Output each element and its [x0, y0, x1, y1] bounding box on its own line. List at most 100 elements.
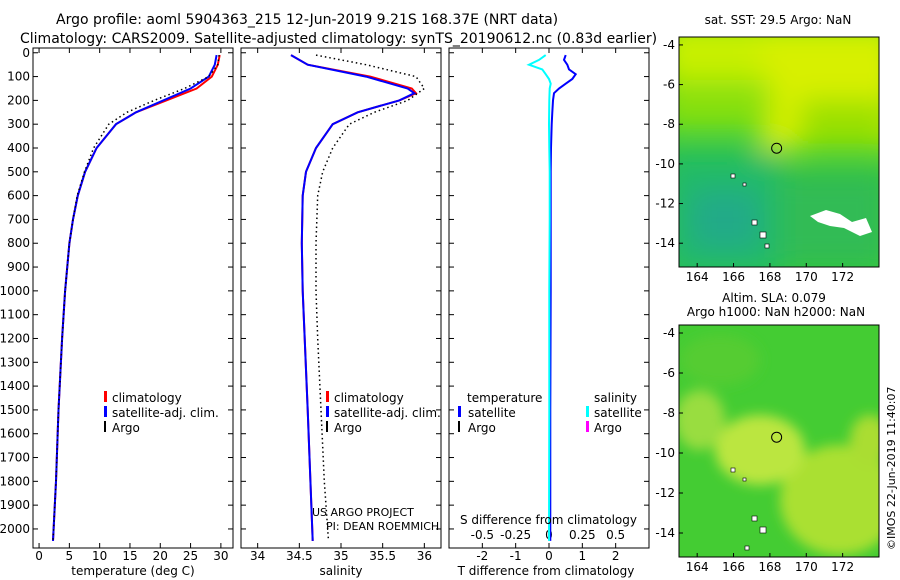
xtick-label: 35 [333, 549, 348, 563]
sst-map-frame [678, 36, 880, 268]
xtick-label: 35.5 [369, 549, 396, 563]
ytick-label: 400 [7, 141, 30, 155]
legend-label-argo: Argo [334, 421, 362, 435]
s-difference-label: S difference from climatology [460, 513, 637, 527]
series-line-s-satellite [526, 54, 552, 541]
s-diff-tick-label: 0.25 [569, 528, 596, 542]
legend-swatch-climatology [326, 391, 329, 402]
series-line-argo [315, 54, 426, 541]
map-xtick-label: 170 [795, 560, 818, 574]
ytick-label: 900 [7, 260, 30, 274]
legend-title-temperature: temperature [467, 391, 542, 405]
legend-swatch-s-argo [586, 421, 589, 432]
difference-legend: temperature satellite Argo salinity sate… [458, 391, 642, 527]
legend-swatch-climatology [104, 391, 107, 402]
legend-label-t-satellite: satellite [468, 406, 516, 420]
legend-label-satellite: satellite-adj. clim. [112, 406, 219, 420]
map-xtick-label: 172 [831, 560, 854, 574]
argo-position-marker [771, 142, 783, 154]
ytick-label: 500 [7, 165, 30, 179]
xtick-label: 34.5 [286, 549, 313, 563]
legend-swatch-t-argo [458, 421, 460, 432]
map-ytick-label: -10 [655, 157, 675, 171]
s-diff-tick-label: 0.5 [606, 528, 625, 542]
temperature-legend: climatology satellite-adj. clim. Argo [104, 391, 219, 435]
legend-label-argo: Argo [112, 421, 140, 435]
sla-map-image [679, 325, 879, 557]
ytick-label: 300 [7, 117, 30, 131]
xtick-label: 10 [92, 549, 107, 563]
imos-stamp: ©IMOS 22-Jun-2019 11:40:07 [885, 386, 898, 550]
xtick-label: 1 [579, 549, 587, 563]
xtick-label: -1 [510, 549, 522, 563]
sla-map-title-line-1: Altim. SLA: 0.079 [722, 291, 826, 305]
legend-label-s-argo: Argo [594, 421, 622, 435]
sst-map-title: sat. SST: 29.5 Argo: NaN [705, 13, 852, 27]
salinity-legend: climatology satellite-adj. clim. Argo US… [312, 391, 441, 533]
salinity-panel-frame [240, 47, 442, 549]
ytick-label: 700 [7, 212, 30, 226]
legend-swatch-s-satellite [586, 406, 589, 417]
xtick-label: 20 [153, 549, 168, 563]
xtick-label: 0 [545, 549, 553, 563]
sst-map-image [679, 37, 879, 267]
ytick-label: 1500 [0, 403, 30, 417]
xtick-label: 34 [250, 549, 265, 563]
salinity-xlabel: salinity [319, 564, 362, 578]
legend-label-satellite: satellite-adj. clim. [334, 406, 441, 420]
xtick-label: 5 [66, 549, 74, 563]
series-line-satellite-adj-clim- [52, 54, 218, 541]
map-ytick-label: -8 [663, 406, 675, 420]
legend-swatch-t-satellite [458, 406, 461, 417]
sla-map-frame [678, 324, 880, 558]
sst-map-axes: 164 166 168 170 172 -4 -6 -8 -10 -12 -14 [655, 38, 854, 284]
xtick-label: 15 [122, 549, 137, 563]
map-xtick-label: 168 [758, 560, 781, 574]
tick-layer: 0100200300400500600700800900100011001200… [0, 46, 649, 563]
ytick-label: 1400 [0, 379, 30, 393]
title-line-2: Climatology: CARS2009. Satellite-adjuste… [20, 31, 657, 47]
legend-swatch-satellite [326, 406, 329, 417]
sla-map-title-line-2: Argo h1000: NaN h2000: NaN [687, 305, 865, 319]
map-ytick-label: -8 [663, 117, 675, 131]
project-annotation: US ARGO PROJECT [312, 506, 414, 519]
title-line-1: Argo profile: aoml 5904363_215 12-Jun-20… [56, 12, 558, 28]
map-xtick-label: 164 [686, 560, 709, 574]
series-line-t-satellite [549, 54, 578, 541]
map-xtick-label: 168 [758, 270, 781, 284]
ytick-label: 1800 [0, 474, 30, 488]
legend-label-climatology: climatology [334, 391, 404, 405]
ytick-label: 1200 [0, 331, 30, 345]
legend-label-t-argo: Argo [468, 421, 496, 435]
map-ytick-label: -4 [663, 38, 675, 52]
xtick-label: 2 [612, 549, 620, 563]
ytick-label: 0 [22, 46, 30, 60]
legend-swatch-satellite [104, 406, 107, 417]
ytick-label: 200 [7, 93, 30, 107]
series-line-argo [52, 54, 220, 541]
map-ytick-label: -6 [663, 366, 675, 380]
ytick-label: 1000 [0, 284, 30, 298]
map-xtick-label: 166 [722, 560, 745, 574]
map-ytick-label: -6 [663, 78, 675, 92]
map-ytick-label: -14 [655, 236, 675, 250]
legend-swatch-argo [104, 421, 106, 432]
xtick-label: 30 [213, 549, 228, 563]
ytick-label: 1700 [0, 451, 30, 465]
temperature-panel-frame [32, 47, 234, 549]
legend-title-salinity: salinity [594, 391, 637, 405]
map-xtick-label: 164 [686, 270, 709, 284]
map-ytick-label: -14 [655, 526, 675, 540]
xtick-label: 0 [35, 549, 43, 563]
series-layer [52, 54, 578, 541]
ytick-label: 1100 [0, 308, 30, 322]
temperature-xlabel: temperature (deg C) [71, 564, 194, 578]
map-ytick-label: -4 [663, 326, 675, 340]
legend-label-s-satellite: satellite [594, 406, 642, 420]
xtick-label: -2 [476, 549, 488, 563]
argo-position-marker [771, 431, 783, 443]
ytick-label: 800 [7, 236, 30, 250]
ytick-label: 600 [7, 189, 30, 203]
ytick-label: 1600 [0, 427, 30, 441]
